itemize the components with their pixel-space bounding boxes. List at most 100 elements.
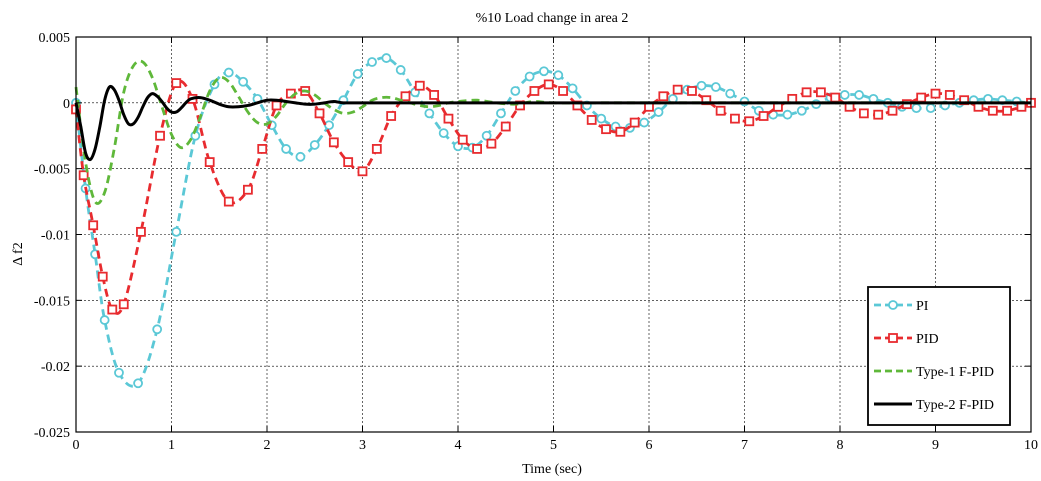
data-point-pid <box>558 86 568 96</box>
data-point-pid <box>629 117 640 128</box>
data-point-pid <box>400 91 411 102</box>
data-point-pi <box>710 82 721 92</box>
x-tick-label: 2 <box>264 438 271 453</box>
data-point-pid <box>223 196 234 207</box>
data-point-pid <box>586 115 597 125</box>
legend-marker-pi <box>888 300 898 310</box>
data-point-pid <box>97 271 108 282</box>
data-point-pid <box>118 299 129 310</box>
data-point-pid <box>257 144 268 154</box>
x-tick-label: 0 <box>73 438 80 453</box>
data-point-pid <box>357 166 368 177</box>
legend-marker-pid <box>888 333 898 343</box>
data-point-pid <box>601 124 611 135</box>
data-point-pid <box>944 90 955 100</box>
data-point-pid <box>371 144 382 154</box>
data-point-pid <box>744 116 755 127</box>
x-tick-label: 5 <box>550 438 557 453</box>
data-point-pid <box>930 88 941 99</box>
data-point-pi <box>152 324 163 335</box>
data-point-pid <box>500 121 511 132</box>
y-tick-label: -0.005 <box>34 163 70 178</box>
data-point-pi <box>223 67 234 78</box>
x-tick-label: 8 <box>837 438 844 453</box>
data-point-pid <box>136 226 146 237</box>
series-line-type-2-f-pid <box>74 84 1031 162</box>
data-point-pid <box>78 170 89 181</box>
data-point-pi <box>567 83 578 94</box>
data-point-pid <box>343 157 354 167</box>
data-point-pi <box>352 68 363 79</box>
data-point-pi <box>238 76 249 87</box>
data-point-pid <box>443 113 454 124</box>
x-axis: 0 1 2 3 4 5 6 7 8 9 10 <box>73 37 1038 453</box>
x-tick-label: 1 <box>168 438 175 453</box>
data-point-pi <box>171 226 182 237</box>
data-point-pid <box>204 157 215 167</box>
data-point-pi <box>133 378 143 389</box>
y-tick-label: -0.01 <box>41 229 70 244</box>
x-tick-label: 3 <box>359 438 366 453</box>
y-tick-label: -0.02 <box>41 360 70 375</box>
data-point-pid <box>155 130 165 141</box>
data-point-pid <box>672 84 683 95</box>
data-point-pid <box>386 111 397 121</box>
data-point-pi <box>796 105 807 116</box>
x-axis-label: Time (sec) <box>522 462 582 477</box>
data-point-pid <box>816 87 826 98</box>
x-tick-label: 10 <box>1024 438 1038 453</box>
data-point-pid <box>457 134 468 145</box>
data-point-pi <box>510 86 521 96</box>
y-axis-label: Δ f2 <box>11 242 26 265</box>
legend-label-type-2-f-pid: Type-2 F-PID <box>916 398 994 413</box>
data-point-pid <box>916 92 927 103</box>
data-point-pi <box>114 367 124 378</box>
data-point-pi <box>696 80 707 91</box>
data-point-pid <box>472 144 483 154</box>
data-point-pi <box>911 103 922 113</box>
series-layer <box>71 53 1036 389</box>
data-point-pid <box>271 100 282 111</box>
data-point-pid <box>88 220 99 231</box>
y-tick-label: 0.005 <box>39 31 71 46</box>
chart-title: %10 Load change in area 2 <box>476 11 629 26</box>
y-tick-label: 0 <box>63 97 70 112</box>
data-point-pid <box>429 90 440 100</box>
data-point-pi <box>925 103 936 113</box>
data-point-pi <box>539 66 549 77</box>
data-point-pi <box>524 71 535 82</box>
x-tick-label: 4 <box>455 438 462 453</box>
data-point-pid <box>715 105 726 116</box>
data-point-pi <box>395 65 406 75</box>
series-type-2-f-pid <box>74 84 1031 162</box>
data-point-pid <box>1002 105 1013 116</box>
x-tick-label: 7 <box>741 438 748 453</box>
data-point-pi <box>481 130 492 141</box>
data-point-pid <box>858 108 869 119</box>
data-point-pid <box>314 108 325 119</box>
data-point-pi <box>725 88 736 99</box>
data-point-pid <box>873 109 884 120</box>
data-point-pid <box>242 184 253 195</box>
data-point-pi <box>281 144 292 154</box>
data-point-pi <box>553 70 564 81</box>
data-point-pid <box>887 105 898 116</box>
y-axis: 0.005 0 -0.005 -0.01 -0.015 -0.02 -0.025 <box>34 31 1031 441</box>
legend: PI PID Type-1 F-PID Type-2 F-PID <box>867 286 1011 426</box>
data-point-pid <box>658 91 669 102</box>
data-point-pid <box>687 86 697 96</box>
data-point-pi <box>424 108 435 119</box>
legend-label-pid: PID <box>916 332 939 347</box>
data-point-pid <box>328 137 339 148</box>
y-tick-label: -0.025 <box>34 426 70 441</box>
data-point-pid <box>107 304 118 315</box>
data-point-pi <box>839 90 850 100</box>
data-point-pi <box>438 128 449 139</box>
data-point-pid <box>486 138 497 149</box>
data-point-pi <box>99 315 110 325</box>
data-point-pi <box>324 120 334 131</box>
data-point-pi <box>653 107 664 117</box>
data-point-pid <box>615 126 626 137</box>
data-point-pi <box>295 151 306 162</box>
data-point-pi <box>496 108 506 119</box>
